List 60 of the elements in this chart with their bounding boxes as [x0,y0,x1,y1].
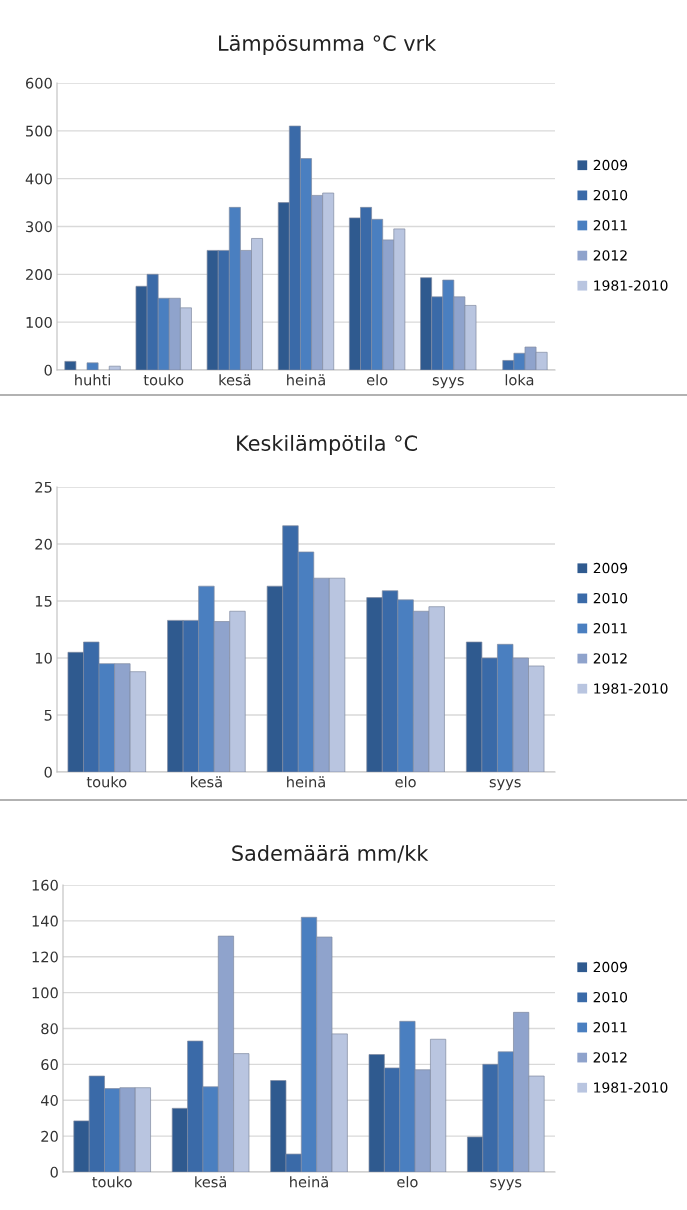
legend-label: 1981-2010 [594,1082,668,1093]
x-tick-label: elo [366,374,388,386]
x-tick-label: syys [490,1179,522,1191]
y-tick-label: 80 [41,1023,58,1035]
y-tick-label: 200 [26,269,52,281]
x-tick-label: kesä [195,1176,226,1188]
y-tick-label: 5 [44,709,52,721]
y-tick-label: 60 [41,1059,58,1071]
bar [64,361,77,370]
x-tick-label: kesä [191,776,222,788]
x-tick-label: syys [489,779,521,791]
x-tick-label: elo [395,776,416,788]
legend-label: 2010 [593,189,628,201]
y-tick-label: 100 [32,987,58,999]
y-tick-label: 20 [41,1130,58,1142]
chart-title: Lämpösumma °C vrk [219,34,437,56]
x-tick-label: heinä [287,776,325,788]
x-tick-label: touko [143,374,184,386]
x-tick-label: syys [432,377,464,389]
legend-label: 2011 [593,1022,627,1033]
legend-label: 2009 [593,159,628,171]
y-tick-label: 600 [26,77,52,89]
x-tick-label: heinä [287,374,325,386]
legend-label: 2012 [593,653,627,664]
y-tick-label: 0 [44,364,52,376]
x-tick-label: heinä [290,1176,328,1188]
bar [86,362,99,370]
x-tick-label: huhti [75,374,110,386]
y-tick-label: 40 [40,1094,58,1106]
x-tick-label: loka [505,374,534,386]
y-tick-label: 400 [25,173,52,185]
x-tick-label: kesä [219,374,251,386]
legend-label: 2010 [593,592,628,604]
legend-label: 1981-2010 [594,683,668,694]
chart-title: Sademäärä mm/kk [232,844,429,863]
legend-label: 2009 [593,961,627,973]
y-tick-label: 0 [50,1166,58,1178]
y-tick-label: 25 [35,481,52,493]
legend-label: 2012 [593,250,627,261]
x-tick-label: touko [92,1176,132,1188]
y-tick-label: 0 [44,766,52,778]
y-tick-label: 160 [32,879,58,891]
y-tick-label: 15 [35,595,52,607]
y-tick-label: 120 [32,951,58,963]
y-tick-label: 300 [26,221,52,233]
y-tick-label: 10 [35,652,52,664]
x-tick-label: touko [86,776,127,788]
y-tick-label: 500 [26,125,52,137]
x-tick-label: elo [397,1176,418,1188]
legend-label: 2011 [593,623,627,634]
chart-title: Keskilämpötila °C [237,434,418,456]
legend-label: 2012 [593,1052,627,1063]
y-tick-label: 100 [26,316,52,328]
legend-label: 1981-2010 [594,280,668,291]
y-tick-label: 20 [35,538,52,550]
legend-label: 2011 [593,220,627,231]
y-tick-label: 140 [32,915,58,927]
legend-label: 2010 [593,991,628,1003]
bar [108,365,121,370]
legend-label: 2009 [593,562,628,574]
